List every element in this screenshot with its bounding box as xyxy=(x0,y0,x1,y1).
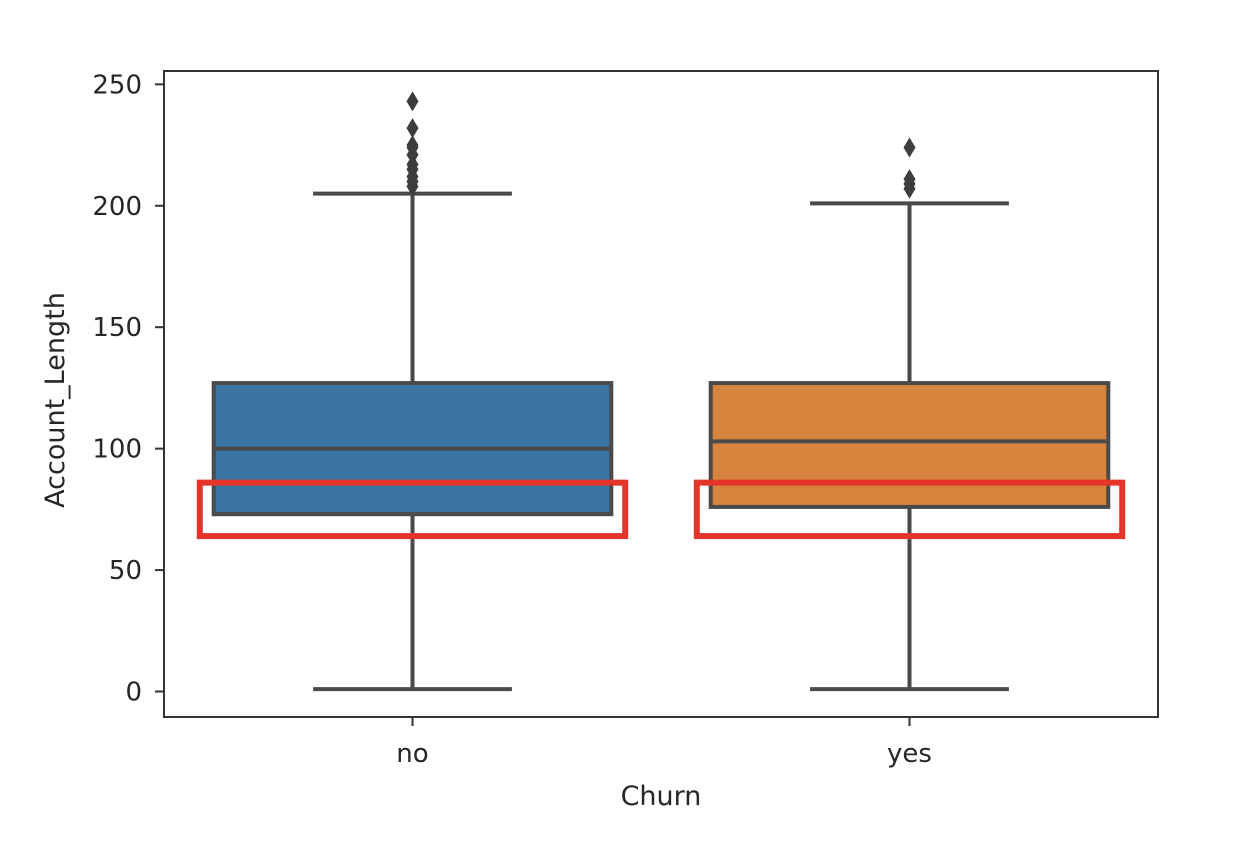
y-tick-label: 0 xyxy=(125,678,142,708)
plot-frame xyxy=(163,70,1159,718)
x-axis-label: Churn xyxy=(621,781,702,812)
outlier-point-no xyxy=(406,91,419,112)
outlier-point-no xyxy=(406,135,419,156)
y-tick-label: 150 xyxy=(92,313,142,343)
y-axis-label: Account_Length xyxy=(40,292,71,508)
box-yes xyxy=(708,381,1111,509)
y-tick-label: 200 xyxy=(92,192,142,222)
outlier-point-yes xyxy=(903,169,916,190)
y-tick-label: 50 xyxy=(109,556,142,586)
y-tick-label: 100 xyxy=(92,435,142,465)
highlight-box-no xyxy=(196,479,629,540)
x-tick-label: yes xyxy=(887,739,932,769)
outlier-point-yes xyxy=(903,137,916,158)
outlier-point-no xyxy=(406,118,419,139)
y-tick-label: 250 xyxy=(92,70,142,100)
highlight-box-yes xyxy=(693,479,1126,540)
x-tick-label: no xyxy=(396,739,428,769)
